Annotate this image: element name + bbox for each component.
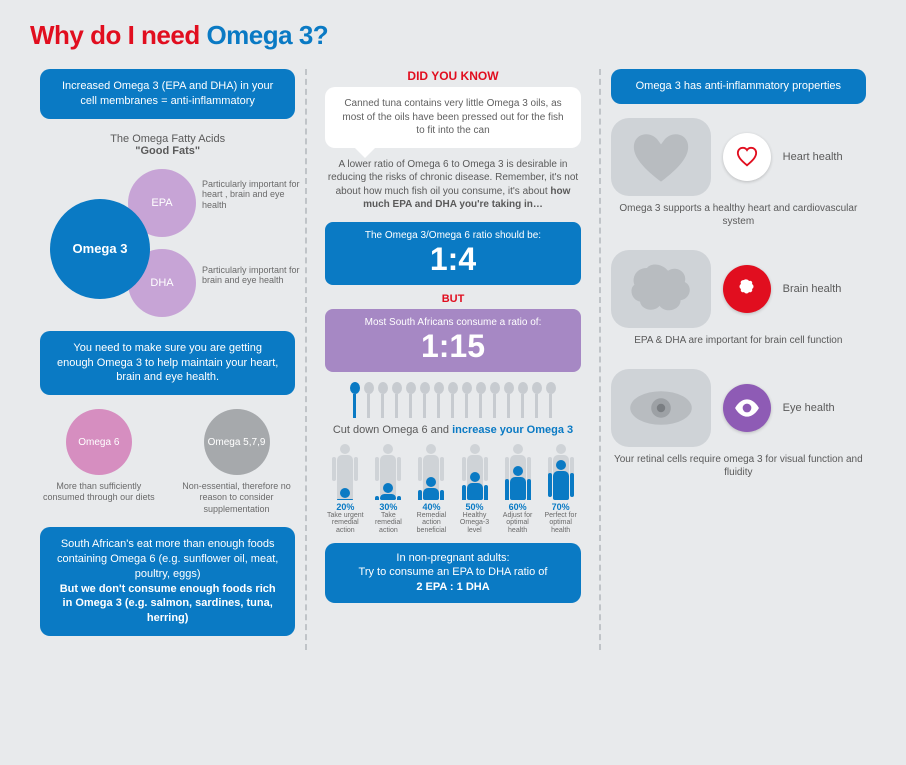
spoon-icon — [447, 382, 459, 418]
eye-icon — [723, 384, 771, 432]
spoon-icon — [391, 382, 403, 418]
fatty-bold: "Good Fats" — [135, 145, 200, 157]
spoon-icon — [419, 382, 431, 418]
dha-note: Particularly important for brain and eye… — [202, 265, 302, 287]
spoon-icon — [475, 382, 487, 418]
brain-icon — [723, 265, 771, 313]
omega6-note: More than sufficiently consumed through … — [40, 481, 158, 504]
heart-organ-icon — [611, 118, 711, 196]
spoon-icon — [517, 382, 529, 418]
spoon-icon — [349, 382, 361, 418]
ratio-ideal-box: The Omega 3/Omega 6 ratio should be: 1:4 — [325, 222, 580, 285]
right-box-anti-inflammatory: Omega 3 has anti-inflammatory properties — [611, 69, 866, 104]
body-figure: 70%Perfect for optimal health — [541, 444, 581, 535]
spoon-icon — [377, 382, 389, 418]
body-figures-row: 20%Take urgent remedial action30%Take re… — [325, 444, 580, 535]
cut-down-text: Cut down Omega 6 and increase your Omega… — [325, 424, 580, 436]
body-pct: 50% — [455, 502, 495, 512]
spoon-icon — [363, 382, 375, 418]
ratio-ideal-label: The Omega 3/Omega 6 ratio should be: — [335, 230, 570, 241]
columns: Increased Omega 3 (EPA and DHA) in your … — [30, 69, 876, 650]
page-title: Why do I need Omega 3? — [30, 20, 876, 51]
spoon-icon — [489, 382, 501, 418]
body-label: Remedial action beneficial — [411, 512, 451, 535]
left-box-diet: South African's eat more than enough foo… — [40, 527, 295, 636]
column-right: Omega 3 has anti-inflammatory properties… — [601, 69, 876, 650]
omega579-note: Non-essential, therefore no reason to co… — [178, 481, 296, 515]
body-label: Take remedial action — [368, 512, 408, 535]
body-figure: 30%Take remedial action — [368, 444, 408, 535]
spoon-icon — [545, 382, 557, 418]
spoon-icon — [531, 382, 543, 418]
spoon-icon — [433, 382, 445, 418]
body-label: Take urgent remedial action — [325, 512, 365, 535]
ratio-actual-box: Most South Africans consume a ratio of: … — [325, 309, 580, 372]
spoon-icon — [405, 382, 417, 418]
body-label: Healthy Omega-3 level — [455, 512, 495, 535]
eye-organ-icon — [611, 369, 711, 447]
heart-desc: Omega 3 supports a healthy heart and car… — [611, 202, 866, 228]
circle-omega579: Omega 5,7,9 — [204, 409, 270, 475]
spoons-row — [325, 382, 580, 418]
epa-note: Particularly important for heart , brain… — [202, 179, 302, 211]
health-row-brain: Brain health — [611, 250, 866, 328]
body-pct: 20% — [325, 502, 365, 512]
circle-omega6: Omega 6 — [66, 409, 132, 475]
but-label: BUT — [325, 293, 580, 305]
body-label: Perfect for optimal health — [541, 512, 581, 535]
left-box-membranes: Increased Omega 3 (EPA and DHA) in your … — [40, 69, 295, 119]
body-figure: 50%Healthy Omega-3 level — [455, 444, 495, 535]
eye-desc: Your retinal cells require omega 3 for v… — [611, 453, 866, 479]
spoon-icon — [461, 382, 473, 418]
title-part1: Why do I need — [30, 20, 206, 50]
omega-other-pair: Omega 6 More than sufficiently consumed … — [40, 409, 295, 515]
diet-line2: But we don't consume enough foods rich i… — [60, 583, 276, 625]
health-row-heart: Heart health — [611, 118, 866, 196]
health-row-eye: Eye health — [611, 369, 866, 447]
end-c: 2 EPA : 1 DHA — [416, 581, 489, 593]
brain-organ-icon — [611, 250, 711, 328]
cut-a: Cut down Omega 6 and — [333, 424, 452, 436]
ratio-intro: A lower ratio of Omega 6 to Omega 3 is d… — [325, 158, 580, 212]
ratio-intro-text: A lower ratio of Omega 6 to Omega 3 is d… — [328, 159, 578, 197]
did-you-know-bubble: Canned tuna contains very little Omega 3… — [325, 87, 580, 148]
column-left: Increased Omega 3 (EPA and DHA) in your … — [30, 69, 305, 650]
diet-line1: South African's eat more than enough foo… — [57, 538, 278, 580]
column-middle: DID YOU KNOW Canned tuna contains very l… — [305, 69, 600, 650]
omega3-venn: EPA DHA Omega 3 Particularly important f… — [40, 161, 295, 321]
did-you-know-heading: DID YOU KNOW — [325, 69, 580, 83]
body-pct: 40% — [411, 502, 451, 512]
circle-omega3: Omega 3 — [50, 199, 150, 299]
left-box-maintain: You need to make sure you are getting en… — [40, 331, 295, 396]
spoon-icon — [503, 382, 515, 418]
brain-desc: EPA & DHA are important for brain cell f… — [611, 334, 866, 347]
body-pct: 60% — [498, 502, 538, 512]
ratio-actual-value: 1:15 — [335, 330, 570, 362]
fatty-label: The Omega Fatty Acids — [110, 133, 225, 145]
body-pct: 30% — [368, 502, 408, 512]
body-figure: 40%Remedial action beneficial — [411, 444, 451, 535]
body-figure: 60%Adjust for optimal health — [498, 444, 538, 535]
heart-icon — [723, 133, 771, 181]
title-part2: Omega 3? — [206, 20, 328, 50]
ratio-actual-label: Most South Africans consume a ratio of: — [335, 317, 570, 328]
fatty-acids-heading: The Omega Fatty Acids "Good Fats" — [40, 133, 295, 157]
cut-b: increase your Omega 3 — [452, 424, 573, 436]
heart-label: Heart health — [783, 151, 843, 163]
end-a: In non-pregnant adults: — [396, 552, 509, 564]
ratio-ideal-value: 1:4 — [335, 243, 570, 275]
pair-omega6: Omega 6 More than sufficiently consumed … — [40, 409, 158, 515]
body-figure: 20%Take urgent remedial action — [325, 444, 365, 535]
epa-dha-ratio-box: In non-pregnant adults: Try to consume a… — [325, 543, 580, 604]
brain-label: Brain health — [783, 283, 842, 295]
pair-omega579: Omega 5,7,9 Non-essential, therefore no … — [178, 409, 296, 515]
eye-label: Eye health — [783, 402, 835, 414]
body-pct: 70% — [541, 502, 581, 512]
body-label: Adjust for optimal health — [498, 512, 538, 535]
end-b: Try to consume an EPA to DHA ratio of — [359, 566, 548, 578]
